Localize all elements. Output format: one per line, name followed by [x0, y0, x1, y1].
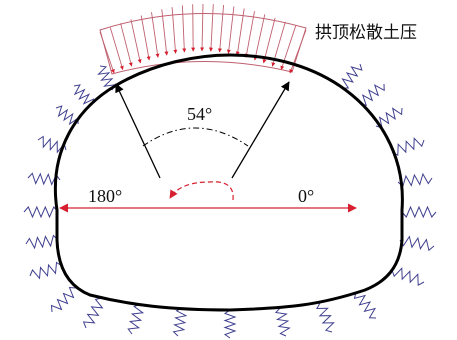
pressure-arrow — [130, 19, 142, 64]
spring — [391, 137, 425, 157]
pressure-arrow — [181, 5, 187, 53]
right-radial-arrow — [231, 81, 290, 179]
spring — [29, 261, 63, 280]
crown-loose-soil-pressure — [99, 3, 307, 75]
spring — [127, 303, 145, 335]
spring — [55, 105, 79, 126]
spring — [274, 307, 291, 337]
spring — [82, 297, 104, 329]
spring — [375, 107, 403, 129]
pressure-arrow — [226, 6, 235, 54]
spring — [172, 307, 188, 337]
spring — [23, 205, 59, 219]
pressure-arrow — [109, 27, 124, 70]
angle-label-0: 0° — [298, 186, 314, 206]
spring — [353, 291, 377, 319]
spring-supports — [23, 63, 437, 339]
angle-arc-54 — [142, 127, 249, 147]
title-label: 拱顶松散土压 — [315, 23, 417, 43]
spring — [399, 235, 435, 252]
spring — [359, 83, 385, 106]
angle-label-54: 54° — [187, 104, 212, 124]
spring — [316, 302, 335, 333]
pressure-arrow — [120, 23, 133, 67]
pressure-arrow — [161, 9, 169, 56]
pressure-arrow — [253, 14, 266, 61]
pressure-arrow — [217, 4, 225, 53]
pressure-arrow — [99, 31, 115, 74]
pressure-arrow — [289, 29, 307, 74]
pressure-arrow — [244, 11, 255, 58]
spring — [25, 234, 59, 250]
angle-label-180: 180° — [88, 186, 122, 206]
pressure-arrow — [140, 15, 151, 61]
spring — [391, 267, 425, 287]
spring — [401, 205, 437, 219]
left-radial-arrow — [115, 83, 161, 179]
pressure-arrow — [191, 4, 196, 52]
spring — [341, 63, 363, 89]
pressure-arrow — [262, 17, 276, 64]
pressure-arrow — [208, 4, 214, 52]
rotation-arc — [169, 181, 234, 201]
pressure-arrow — [235, 8, 245, 56]
spring — [50, 286, 77, 313]
pressure-arrow — [151, 12, 160, 58]
spring — [97, 65, 116, 91]
tunnel-lining — [53, 53, 404, 312]
pressure-arrow — [171, 7, 178, 54]
spring — [73, 84, 95, 106]
spring — [223, 309, 237, 339]
spring — [397, 172, 433, 188]
pressure-arrow — [200, 3, 205, 52]
